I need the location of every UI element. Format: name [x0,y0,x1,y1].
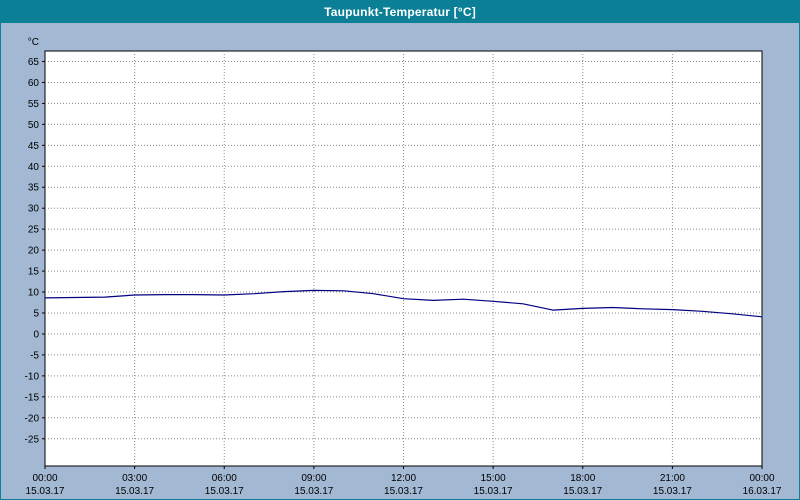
svg-text:40: 40 [28,162,40,173]
svg-text:55: 55 [28,99,40,110]
svg-text:-20: -20 [25,413,40,424]
svg-text:16.03.17: 16.03.17 [743,486,782,497]
svg-text:15.03.17: 15.03.17 [474,486,513,497]
svg-text:18:00: 18:00 [570,473,595,484]
svg-text:25: 25 [28,225,40,236]
svg-text:09:00: 09:00 [301,473,326,484]
svg-text:5: 5 [33,308,39,319]
svg-text:0: 0 [33,329,39,340]
svg-text:12:00: 12:00 [391,473,416,484]
svg-text:-10: -10 [25,371,40,382]
svg-text:°C: °C [28,37,39,48]
svg-text:03:00: 03:00 [122,473,147,484]
svg-text:-5: -5 [30,350,39,361]
svg-text:21:00: 21:00 [660,473,685,484]
svg-text:06:00: 06:00 [212,473,237,484]
svg-text:-15: -15 [25,392,40,403]
svg-text:15: 15 [28,267,40,278]
svg-text:15.03.17: 15.03.17 [384,486,423,497]
svg-text:10: 10 [28,288,40,299]
svg-text:30: 30 [28,204,40,215]
svg-text:45: 45 [28,141,40,152]
svg-text:15.03.17: 15.03.17 [294,486,333,497]
svg-text:65: 65 [28,57,40,68]
svg-text:15.03.17: 15.03.17 [26,486,65,497]
svg-text:15.03.17: 15.03.17 [563,486,602,497]
svg-text:15:00: 15:00 [481,473,506,484]
svg-text:15.03.17: 15.03.17 [205,486,244,497]
dewpoint-line-chart: -25 -20 -15 -10 -5 0 5 10 15 20 25 30 35 40 45 50 55 60 65… [25,37,782,497]
svg-text:-25: -25 [25,434,40,445]
chart-title: Taupunkt-Temperatur [°C] [1,1,799,23]
svg-text:00:00: 00:00 [749,473,774,484]
chart-container: -25 -20 -15 -10 -5 0 5 10 15 20 25 30 35 40 45 50 55 60 65… [1,23,799,499]
svg-text:35: 35 [28,183,40,194]
svg-text:15.03.17: 15.03.17 [115,486,154,497]
svg-text:00:00: 00:00 [32,473,57,484]
svg-text:60: 60 [28,78,40,89]
svg-text:50: 50 [28,120,40,131]
svg-text:15.03.17: 15.03.17 [653,486,692,497]
svg-text:20: 20 [28,246,40,257]
